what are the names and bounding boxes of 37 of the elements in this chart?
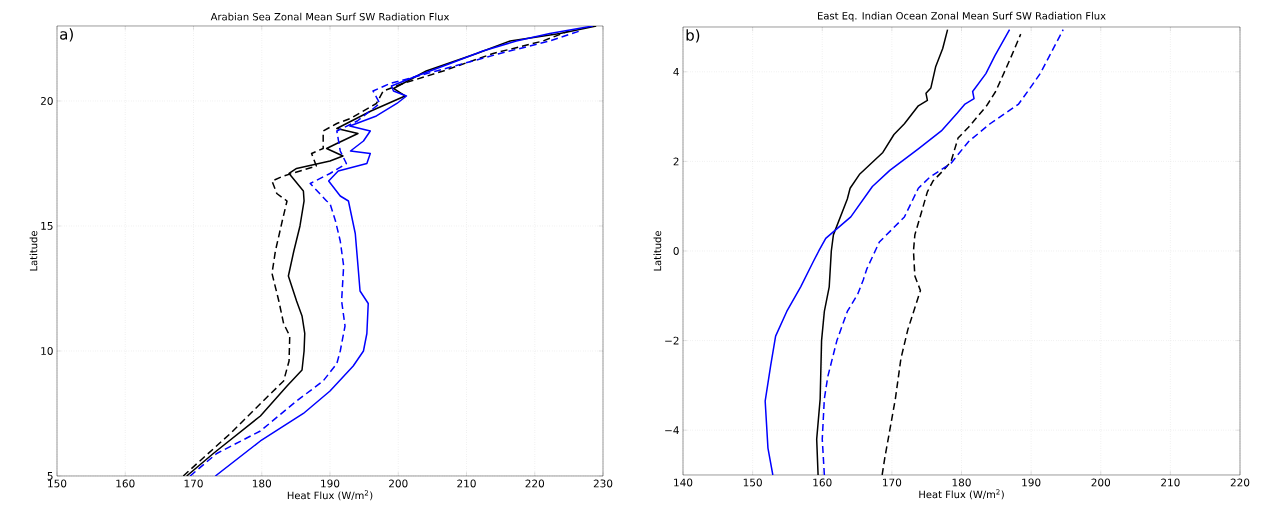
x-tick-label: 180	[952, 478, 971, 487]
x-tick-label: 150	[48, 479, 67, 488]
y-tick-label: 0	[673, 247, 679, 255]
y-tick-label: 10	[41, 347, 53, 355]
x-tick-label: 210	[457, 479, 476, 488]
x-tick-label: 220	[1230, 478, 1250, 487]
x-tick-label: 190	[321, 479, 340, 488]
y-tick-label: 4	[673, 67, 679, 76]
y-tick-label: −4	[665, 426, 679, 434]
y-axis-title: Latitude	[653, 231, 662, 271]
line-series	[764, 28, 1011, 475]
y-tick-label: 2	[673, 157, 679, 166]
y-tick-label: 20	[40, 97, 53, 105]
x-tick-label: 220	[525, 479, 545, 488]
x-tick-label: 170	[883, 478, 902, 487]
x-tick-label: 200	[1091, 478, 1111, 487]
x-axis-title: Heat Flux (W/m$^{2}$)	[919, 489, 1004, 500]
y-tick-label: 15	[41, 222, 53, 230]
x-tick-label: 160	[116, 479, 135, 488]
chart-title: Arabian Sea Zonal Mean Surf SW Radiation Flux	[210, 12, 450, 21]
x-tick-label: 230	[593, 479, 613, 488]
annotation: a)	[60, 28, 73, 42]
annotation: b)	[686, 29, 700, 43]
x-tick-label: 150	[743, 478, 762, 487]
x-tick-label: 210	[1161, 478, 1180, 487]
line-series	[821, 28, 1064, 475]
x-tick-label: 190	[1022, 478, 1041, 487]
x-tick-label: 170	[184, 479, 203, 488]
x-axis-title: Heat Flux (W/m$^{2}$)	[287, 490, 373, 501]
x-tick-label: 180	[252, 479, 272, 488]
y-tick-label: −2	[665, 336, 679, 345]
x-tick-label: 140	[674, 478, 693, 487]
y-tick-label: 5	[47, 472, 53, 480]
x-tick-label: 160	[813, 478, 832, 487]
y-axis-title: Latitude	[29, 231, 38, 271]
x-tick-label: 200	[389, 479, 408, 488]
chart-title: East Eq. Indian Ocean Zonal Mean Surf SW Radiation Flux	[818, 11, 1106, 22]
